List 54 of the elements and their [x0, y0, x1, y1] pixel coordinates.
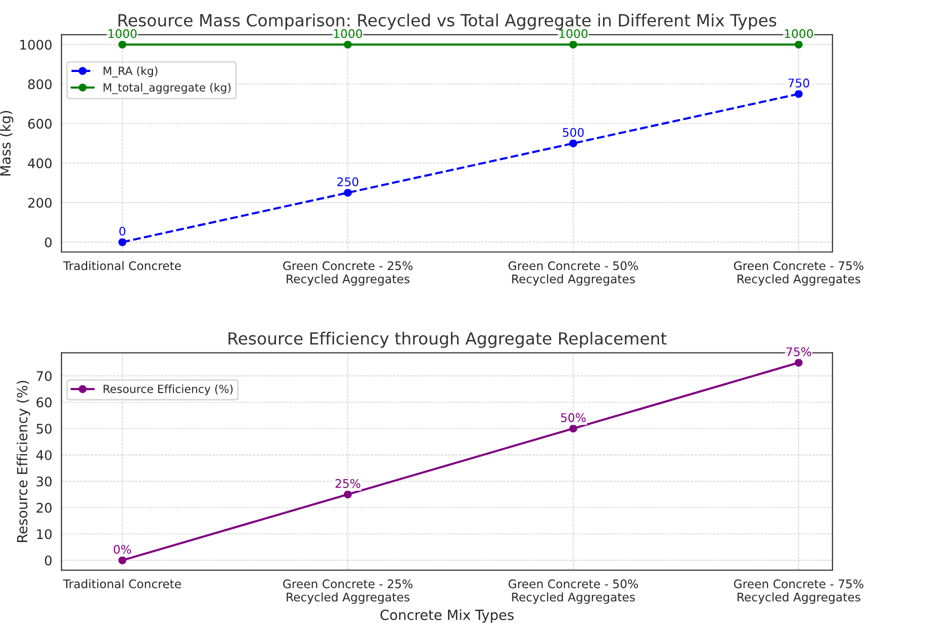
y-tick-label: 1000 — [20, 40, 52, 50]
y-tick-label: 10 — [37, 529, 52, 540]
x-tick-label: Traditional Concrete — [63, 579, 181, 588]
data-label: 25% — [336, 479, 360, 488]
data-label: 1000 — [784, 29, 813, 38]
data-label: 0% — [114, 544, 132, 554]
point — [794, 90, 803, 98]
point — [569, 40, 578, 49]
legend-label: M_RA (kg) — [104, 66, 158, 78]
x-tick-label: Green Concrete - 25% Recycled Aggregates — [283, 579, 412, 604]
point — [118, 238, 126, 246]
point — [344, 40, 352, 49]
point — [569, 139, 578, 148]
x-tick-label: Green Concrete - 50% Recycled Aggregates — [508, 579, 638, 604]
y-tick-label: 0 — [44, 237, 52, 248]
y-axis-title: Mass (kg) — [0, 110, 14, 176]
data-label: 50% — [561, 413, 586, 422]
x-tick-label: Green Concrete - 75% Recycled Aggregates — [734, 579, 864, 604]
data-label: 0 — [119, 226, 126, 236]
y-tick-label: 200 — [28, 198, 52, 208]
y-tick-label: 600 — [28, 118, 52, 129]
y-tick-label: 400 — [28, 158, 52, 168]
point — [794, 358, 803, 367]
data-label: 250 — [337, 177, 358, 186]
x-tick-label: Green Concrete - 25% Recycled Aggregates — [283, 261, 412, 286]
chart-title: Resource Efficiency through Aggregate Replacement — [228, 332, 667, 348]
point — [344, 188, 352, 197]
data-label: 500 — [562, 128, 584, 137]
legend-label: M_total_aggregate (kg) — [104, 83, 231, 94]
legend-label: Resource Efficiency (%) — [104, 384, 233, 396]
data-label: 75% — [786, 347, 812, 356]
x-tick-label: Green Concrete - 75% Recycled Aggregates — [734, 261, 864, 286]
y-tick-label: 800 — [28, 79, 52, 90]
point — [118, 40, 126, 49]
x-axis-title: Concrete Mix Types — [380, 609, 514, 623]
data-label: 1000 — [560, 29, 588, 38]
x-tick-label: Traditional Concrete — [63, 261, 181, 270]
y-tick-label: 60 — [36, 397, 52, 408]
y-tick-label: 70 — [36, 371, 52, 382]
y-tick-label: 20 — [36, 502, 52, 513]
y-tick-label: 50 — [36, 424, 52, 434]
y-tick-label: 0 — [44, 555, 52, 566]
point — [344, 490, 352, 498]
y-tick-label: 40 — [36, 450, 52, 460]
point — [794, 40, 803, 49]
point — [118, 556, 126, 564]
data-label: 750 — [788, 78, 810, 88]
data-label: 1000 — [108, 29, 137, 38]
data-label: 1000 — [334, 29, 362, 38]
point — [569, 424, 578, 433]
y-tick-label: 30 — [36, 476, 52, 486]
chart-title: Resource Mass Comparison: Recycled vs Total Aggregate in Different Mix Types — [118, 14, 776, 30]
x-tick-label: Green Concrete - 50% Recycled Aggregates — [508, 261, 638, 286]
y-axis-title: Resource Efficiency (%) — [16, 380, 30, 542]
